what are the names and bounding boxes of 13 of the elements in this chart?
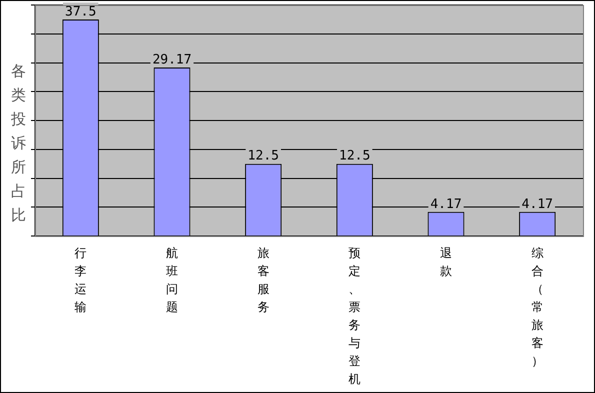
data-label: 4.17 — [430, 196, 462, 212]
x-tick-label: 综合（常旅客） — [531, 246, 544, 368]
data-label: 12.5 — [339, 148, 370, 164]
x-tick-label: 退款 — [440, 246, 452, 278]
x-tick-label: 航班问题 — [166, 246, 178, 314]
data-label: 12.5 — [248, 148, 279, 164]
x-tick-label: 行李运输 — [74, 246, 87, 314]
x-tick-label: 旅客服务 — [257, 246, 270, 314]
data-label: 37.5 — [65, 4, 96, 20]
x-tick-label: 预定、票务与登机 — [348, 246, 361, 386]
data-label: 4.17 — [522, 196, 553, 212]
data-label: 29.17 — [152, 52, 192, 68]
y-axis-title: 各类投诉所占比 — [11, 61, 27, 226]
